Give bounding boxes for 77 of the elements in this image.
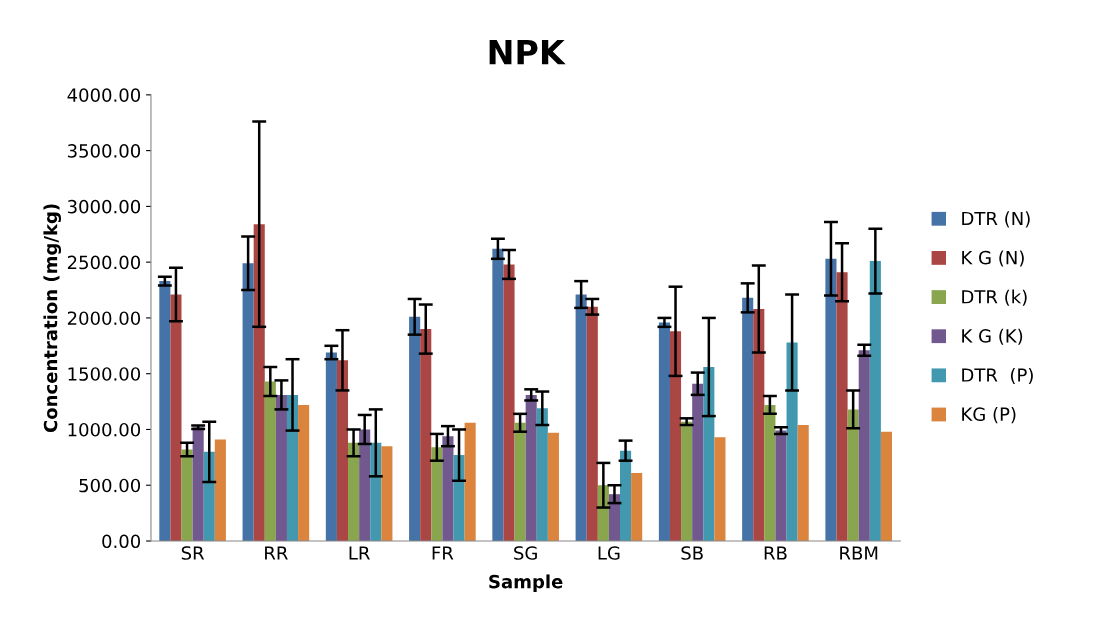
bar xyxy=(170,294,182,542)
bar xyxy=(181,449,193,542)
bar xyxy=(348,442,360,542)
chart-title: NPK xyxy=(489,39,566,65)
y-tick-label: 3500.00 xyxy=(67,144,141,158)
bar xyxy=(381,446,393,542)
bar xyxy=(669,331,682,542)
legend-label: K G (N) xyxy=(962,250,1024,267)
y-tick-label: 2500.00 xyxy=(67,255,141,270)
bar xyxy=(869,261,881,542)
y-axis-title: Concentration (mg/kg) xyxy=(43,204,62,433)
x-axis-title: Sample xyxy=(489,574,563,592)
bar xyxy=(420,329,432,542)
bar xyxy=(409,316,421,542)
bar xyxy=(825,258,837,542)
bar xyxy=(253,224,265,542)
y-tick-label: 1500.00 xyxy=(68,367,141,381)
bar xyxy=(192,427,204,542)
bar xyxy=(536,408,548,542)
bar xyxy=(775,430,787,542)
bar xyxy=(681,421,693,542)
bar xyxy=(431,447,443,542)
legend-label: DTR (P) xyxy=(962,367,1033,384)
bar xyxy=(264,381,276,542)
y-tick-label: 0.00 xyxy=(102,534,141,549)
legend-label: DTR (k) xyxy=(962,289,1027,306)
x-tick-label: LG xyxy=(598,546,620,560)
bar xyxy=(836,272,848,542)
bar xyxy=(786,342,798,542)
bar xyxy=(286,394,299,542)
bar xyxy=(575,294,587,542)
y-tick-label: 2000.00 xyxy=(67,311,141,326)
bar xyxy=(242,263,254,542)
bar xyxy=(514,422,526,542)
bar xyxy=(631,472,643,542)
x-tick-label: RR xyxy=(265,546,288,560)
bar xyxy=(298,404,310,542)
bar xyxy=(492,248,504,542)
bar xyxy=(858,350,870,542)
legend-label: KG (P) xyxy=(962,407,1016,424)
x-tick-label: FR xyxy=(432,546,454,560)
x-tick-label: SR xyxy=(181,546,205,560)
bar xyxy=(275,394,287,542)
bar xyxy=(586,306,598,542)
y-tick-label: 1000.00 xyxy=(68,422,141,437)
x-tick-label: SB xyxy=(681,546,703,560)
bar xyxy=(336,360,349,542)
legend-label: DTR (N) xyxy=(962,211,1030,228)
bar xyxy=(620,450,632,542)
bar xyxy=(503,264,515,542)
bar xyxy=(714,437,726,542)
bar xyxy=(214,439,226,542)
y-tick-label: 500.00 xyxy=(79,478,141,493)
bar xyxy=(325,352,337,542)
y-tick-label: 4000.00 xyxy=(67,88,141,102)
x-tick-label: RBM xyxy=(840,546,878,560)
bar xyxy=(547,432,559,542)
bar xyxy=(753,309,765,542)
x-tick-label: SG xyxy=(514,546,537,560)
bar xyxy=(703,367,715,542)
y-tick-label: 3000.00 xyxy=(67,199,141,214)
x-tick-label: RB xyxy=(764,546,787,560)
bar xyxy=(797,425,809,542)
bar xyxy=(847,409,859,542)
bar xyxy=(453,455,465,542)
x-tick-label: LR xyxy=(349,546,370,560)
bar xyxy=(359,429,371,542)
bar xyxy=(159,281,171,542)
bar xyxy=(764,404,776,542)
bar xyxy=(742,297,754,542)
bar xyxy=(880,431,893,542)
bar xyxy=(525,394,537,542)
bar xyxy=(442,436,454,542)
legend-label: K G (K) xyxy=(962,328,1023,345)
bar xyxy=(464,422,476,542)
bar xyxy=(692,383,704,542)
bar xyxy=(658,322,670,542)
